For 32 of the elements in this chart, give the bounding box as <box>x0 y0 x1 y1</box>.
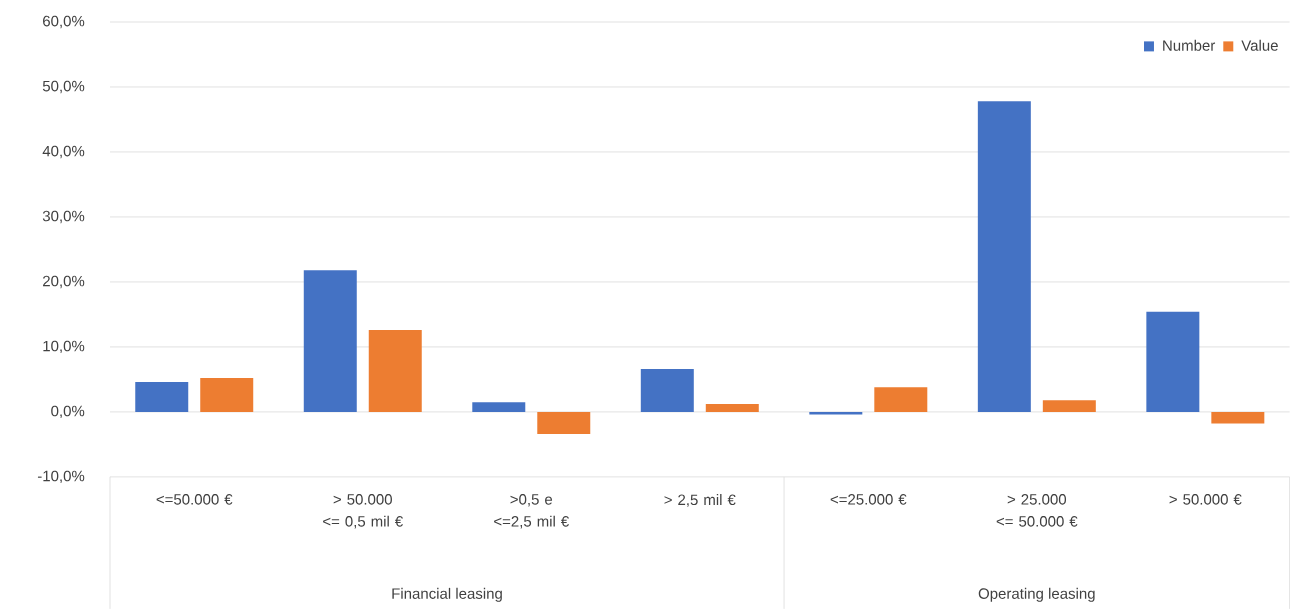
bar <box>1146 311 1200 412</box>
bar <box>368 330 422 412</box>
y-tick-label: 30,0% <box>42 210 85 224</box>
y-tick-label: 60,0% <box>43 15 85 29</box>
x-tick-label: <=25.000 € <box>830 494 907 505</box>
x-tick-label: > 50.000 <= 0,5 mil € <box>323 494 403 529</box>
legend-label: Number <box>1163 39 1216 51</box>
bar <box>705 404 759 412</box>
bar <box>303 270 357 412</box>
text: Financial leasing <box>392 587 502 602</box>
x-tick-label: > 2,5 mil € <box>664 494 736 507</box>
legend-label: Value <box>1241 39 1278 51</box>
y-tick-label: 50,0% <box>42 80 85 94</box>
bar <box>1211 411 1265 424</box>
x-tick-label: > 50.000 € <box>1169 494 1242 505</box>
y-tick-label: 20,0% <box>43 275 85 289</box>
text: Operating leasing <box>978 587 1095 602</box>
bar <box>537 411 591 435</box>
bar <box>200 378 254 412</box>
y-tick-label: -10,0% <box>37 470 85 484</box>
x-tick-label: >0,5 e <=2,5 mil € <box>494 494 569 529</box>
bar <box>472 402 526 412</box>
bar <box>135 382 189 412</box>
bar <box>640 369 694 412</box>
bar <box>874 387 928 412</box>
x-tick-label: <=50.000 € <box>156 494 233 505</box>
y-tick-label: 40,0% <box>42 145 85 159</box>
x-tick-label: > 25.000 <= 50.000 € <box>996 494 1078 527</box>
bar <box>977 101 1031 412</box>
bar <box>1042 400 1096 412</box>
y-tick-label: 0,0% <box>51 405 85 419</box>
y-tick-label: 10,0% <box>43 340 85 354</box>
